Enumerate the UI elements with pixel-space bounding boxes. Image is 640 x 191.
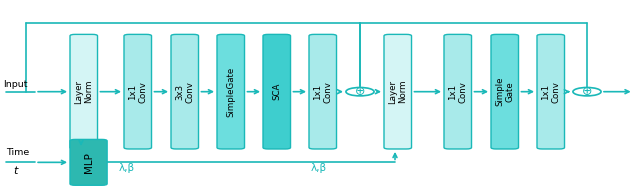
Text: MLP: MLP: [84, 152, 93, 173]
Text: Time: Time: [6, 148, 29, 157]
FancyBboxPatch shape: [70, 34, 97, 149]
FancyBboxPatch shape: [70, 139, 107, 185]
Text: λ,β: λ,β: [310, 163, 326, 173]
FancyBboxPatch shape: [124, 34, 152, 149]
Text: 1x1
Conv: 1x1 Conv: [449, 81, 467, 103]
Text: Layer
Norm: Layer Norm: [74, 80, 93, 104]
Text: SCA: SCA: [272, 83, 281, 100]
FancyBboxPatch shape: [217, 34, 244, 149]
FancyBboxPatch shape: [309, 34, 337, 149]
Text: 1x1
Conv: 1x1 Conv: [314, 81, 332, 103]
Text: ⊕: ⊕: [582, 85, 592, 98]
Text: 3x3
Conv: 3x3 Conv: [175, 81, 194, 103]
FancyBboxPatch shape: [444, 34, 472, 149]
Text: ⊕: ⊕: [355, 85, 365, 98]
FancyBboxPatch shape: [171, 34, 198, 149]
FancyBboxPatch shape: [491, 34, 518, 149]
Text: Simple
Gate: Simple Gate: [495, 77, 514, 106]
Text: Layer
Norm: Layer Norm: [388, 80, 407, 104]
Text: λ,β: λ,β: [118, 163, 134, 173]
Text: Input: Input: [3, 79, 28, 89]
FancyBboxPatch shape: [384, 34, 412, 149]
Text: $t$: $t$: [13, 164, 19, 176]
Text: SimpleGate: SimpleGate: [227, 66, 236, 117]
FancyBboxPatch shape: [263, 34, 291, 149]
FancyBboxPatch shape: [537, 34, 564, 149]
Text: 1x1
Conv: 1x1 Conv: [129, 81, 147, 103]
Text: 1x1
Conv: 1x1 Conv: [541, 81, 560, 103]
